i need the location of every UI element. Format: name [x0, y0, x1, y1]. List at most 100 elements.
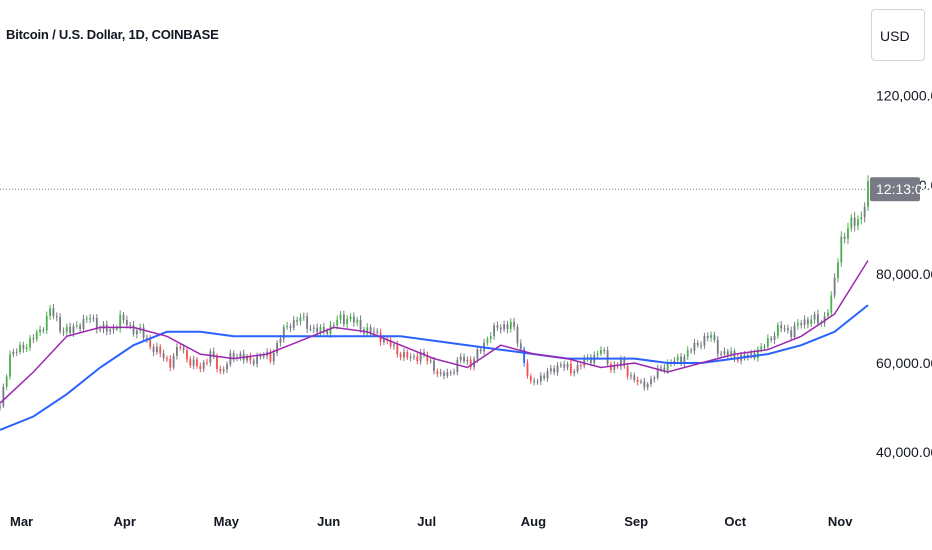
candle — [630, 372, 632, 380]
candle — [122, 312, 125, 324]
candle — [246, 353, 248, 364]
candle-body — [85, 318, 88, 320]
candle-body — [660, 367, 662, 369]
candle — [289, 323, 292, 333]
candle — [569, 360, 572, 377]
candle — [656, 364, 659, 380]
candle-body — [509, 321, 512, 330]
candle — [696, 340, 699, 348]
candle — [79, 322, 82, 334]
candle — [366, 323, 369, 336]
candle — [189, 356, 192, 369]
candle-body — [2, 386, 5, 406]
candle-body — [439, 372, 442, 374]
candle — [576, 361, 579, 374]
candle-body — [149, 339, 152, 347]
candle-body — [486, 338, 489, 343]
candle-body — [796, 323, 799, 326]
candle-body — [282, 327, 285, 339]
candle-body — [119, 314, 122, 329]
candle-body — [806, 319, 809, 325]
candle — [850, 214, 853, 232]
candle-body — [269, 351, 272, 362]
candle — [252, 357, 255, 367]
x-tick-label: Mar — [10, 514, 33, 529]
candle — [476, 345, 479, 363]
candle — [312, 324, 315, 333]
candle-body — [763, 346, 766, 348]
candle-body — [349, 316, 352, 320]
candle-body — [716, 339, 719, 354]
candle-body — [209, 351, 212, 363]
candle — [633, 372, 636, 383]
candle-body — [786, 328, 789, 331]
candle-body — [189, 359, 192, 366]
candle-body — [546, 371, 549, 379]
candle-body — [663, 367, 666, 371]
candle-body — [710, 335, 713, 338]
candle-body — [326, 330, 329, 334]
candle — [456, 356, 459, 376]
candle — [319, 324, 322, 336]
candle — [299, 313, 302, 326]
candle-body — [142, 327, 145, 338]
candle-body — [576, 365, 579, 372]
candle — [352, 312, 355, 327]
candle-body — [493, 325, 496, 337]
candle — [125, 315, 128, 329]
candle-body — [690, 350, 692, 352]
candle-body — [279, 338, 282, 343]
candle — [549, 364, 552, 375]
currency-button[interactable]: USD — [871, 9, 925, 61]
candle — [376, 328, 379, 337]
candle-body — [476, 349, 479, 360]
candle-body — [723, 351, 726, 354]
candle — [65, 323, 68, 336]
candle-body — [212, 351, 215, 357]
candle — [606, 346, 609, 368]
candle-body — [206, 362, 208, 364]
candle — [336, 315, 339, 330]
candle-body — [25, 347, 28, 349]
candle-body — [42, 329, 45, 331]
candle — [439, 368, 442, 377]
candle-body — [506, 324, 509, 330]
candle-body — [760, 346, 763, 350]
candle — [155, 342, 158, 355]
candle-body — [706, 336, 709, 338]
candle — [419, 349, 422, 365]
candle — [192, 355, 195, 370]
candle — [232, 350, 235, 363]
candle-body — [703, 336, 706, 346]
candle-body — [623, 359, 626, 367]
candle — [519, 339, 522, 352]
candle-body — [75, 325, 78, 327]
candle-body — [499, 327, 502, 330]
candle-body — [700, 345, 702, 347]
candle-body — [780, 325, 783, 329]
candle — [773, 331, 776, 345]
candle — [82, 314, 85, 333]
candle-body — [840, 236, 843, 263]
candle-body — [823, 316, 826, 323]
chart-title: Bitcoin / U.S. Dollar, 1D, COINBASE — [6, 27, 219, 42]
candle-body — [630, 375, 632, 377]
candle — [416, 352, 419, 365]
candle — [433, 356, 435, 375]
candle-body — [239, 353, 242, 358]
candle — [466, 356, 469, 366]
candle-body — [135, 330, 138, 335]
candle — [713, 331, 716, 343]
candle-body — [449, 372, 452, 374]
candle — [42, 327, 45, 334]
candle-body — [319, 326, 322, 333]
candle-body — [302, 316, 305, 318]
candle-body — [673, 360, 676, 364]
candle-body — [179, 346, 182, 348]
candle-body — [299, 317, 302, 322]
candle — [646, 381, 649, 391]
candle-body — [863, 206, 866, 218]
candle — [269, 348, 272, 364]
candle — [22, 341, 25, 353]
